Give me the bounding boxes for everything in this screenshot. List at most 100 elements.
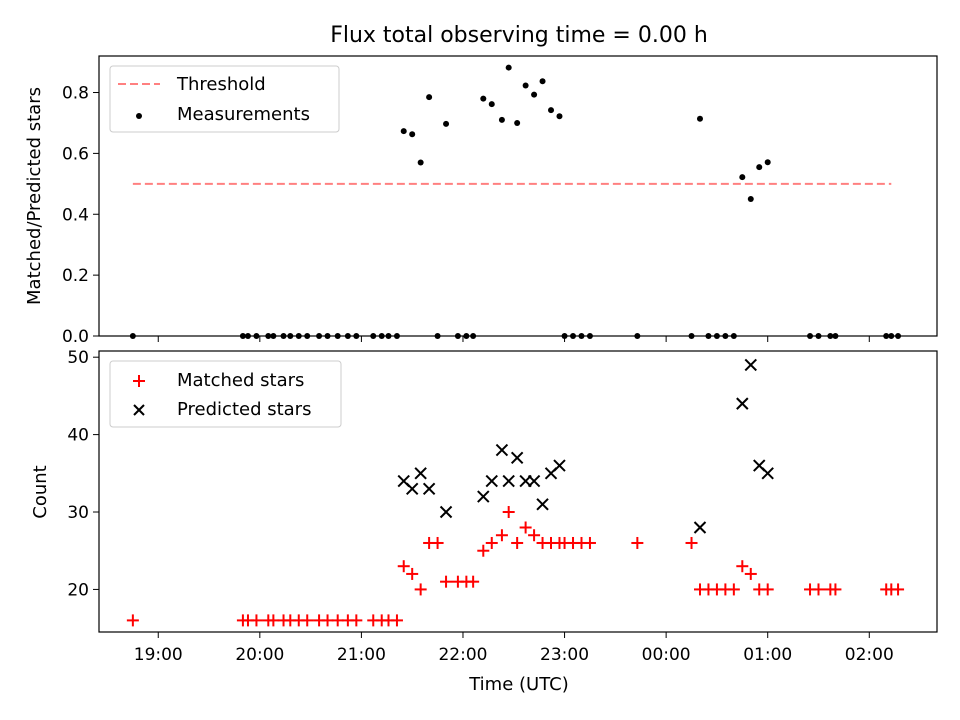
measurement-point (417, 159, 424, 166)
legend-matched-swatch (133, 375, 145, 387)
predicted-star-point (744, 358, 757, 372)
legend-measurements-swatch (136, 113, 142, 119)
legend-threshold-label: Threshold (176, 74, 266, 95)
measurement-point (522, 82, 529, 89)
matched-star-point (485, 536, 498, 549)
measurement-point (556, 113, 563, 120)
matched-star-point (301, 614, 314, 627)
predicted-star-point (527, 474, 541, 488)
predicted-star-point (477, 490, 490, 503)
matched-star-point (631, 536, 644, 549)
matched-star-point (126, 614, 139, 627)
legend-predicted-label: Predicted stars (177, 399, 311, 420)
matched-star-point (477, 544, 490, 557)
measurement-point (514, 119, 521, 126)
measurement-point (739, 174, 746, 181)
measurement-point (409, 131, 416, 138)
matched-star-point (431, 536, 444, 549)
predicted-star-point (485, 474, 498, 488)
x-tick-label: 23:00 (540, 645, 589, 665)
matched-star-point (829, 583, 842, 596)
measurement-point (400, 128, 407, 135)
matched-star-point (736, 560, 749, 573)
measurement-point (443, 120, 450, 127)
top-axes-frame (98, 55, 938, 337)
matched-star-point (744, 567, 757, 580)
x-axis-label: Time (UTC) (468, 674, 569, 695)
measurement-point (426, 94, 433, 101)
x-tick-label: 19:00 (134, 645, 183, 665)
bottom-y-tick-label: 40 (67, 426, 89, 446)
measurement-point (764, 159, 771, 166)
matched-star-point (414, 583, 427, 596)
predicted-star-point (495, 443, 509, 457)
predicted-star-point (736, 397, 749, 410)
x-tick-label: 20:00 (235, 645, 284, 665)
predicted-star-point (405, 482, 419, 495)
bottom-ticks: 20 30 40 50 19:00 20:00 21:00 22:00 23:00 00:00 01… (67, 348, 893, 665)
predicted-star-point (422, 482, 436, 495)
x-tick-label: 21:00 (337, 645, 386, 665)
bottom-y-axis-label: Count (30, 465, 51, 518)
bottom-plot-area (126, 358, 905, 627)
measurement-point (498, 116, 505, 123)
matched-star-point (390, 614, 403, 627)
measurement-point (696, 115, 703, 122)
matched-star-point (350, 614, 363, 627)
matched-star-point (519, 521, 532, 534)
measurement-point (505, 64, 512, 71)
legend-matched-label: Matched stars (177, 370, 304, 391)
measurement-point (539, 78, 546, 85)
matched-star-point (331, 614, 344, 627)
top-legend-frame (109, 65, 340, 133)
chart-title: Flux total observing time = 0.00 h (330, 23, 708, 48)
measurement-point (747, 196, 754, 203)
measurement-point (488, 101, 495, 108)
matched-star-point (511, 536, 524, 549)
top-ticks: 0.0 0.2 0.4 0.6 0.8 (62, 84, 870, 347)
top-axes: 0.00.20.40.60.8 Matched/Predicted stars … (24, 55, 938, 347)
matched-star-point (495, 529, 508, 542)
matched-star-point (727, 583, 740, 596)
measurement-point (756, 164, 763, 171)
bottom-axes-frame (98, 350, 938, 633)
top-plot-area (129, 64, 902, 339)
matched-star-point (440, 575, 453, 588)
predicted-star-point (414, 467, 427, 480)
top-y-tick-label: 0.6 (62, 144, 89, 164)
predicted-star-point (693, 521, 707, 534)
matched-star-point (892, 583, 905, 596)
matched-star-point (528, 529, 541, 542)
legend-predicted-swatch (133, 404, 145, 416)
x-tick-label: 02:00 (845, 645, 894, 665)
top-y-tick-label: 0.4 (62, 205, 89, 225)
legend-measurements-label: Measurements (177, 104, 310, 125)
top-legend: Threshold Measurements (109, 65, 340, 133)
matched-star-point (267, 614, 280, 627)
bottom-y-tick-label: 30 (67, 503, 89, 523)
predicted-star-point (510, 451, 524, 465)
matched-star-point (761, 583, 774, 596)
matched-star-point (250, 614, 263, 627)
top-y-tick-label: 0.8 (62, 84, 89, 104)
top-y-tick-label: 0.0 (62, 327, 89, 347)
predicted-star-point (761, 467, 774, 480)
bottom-y-tick-label: 20 (67, 580, 89, 600)
matched-star-point (502, 506, 515, 519)
matched-star-point (467, 575, 480, 588)
measurement-point (480, 95, 487, 102)
matched-star-point (397, 560, 410, 573)
top-y-tick-label: 0.2 (62, 266, 89, 286)
x-tick-label: 22:00 (438, 645, 487, 665)
matched-star-point (583, 536, 596, 549)
bottom-legend-frame (109, 360, 342, 428)
matched-star-point (685, 536, 698, 549)
bottom-axes: 20 30 40 50 19:00 20:00 21:00 22:00 23:00 00:00 01… (30, 348, 938, 695)
predicted-star-point (439, 505, 453, 519)
matched-star-point (321, 614, 334, 627)
measurement-point (531, 91, 538, 98)
x-tick-label: 01:00 (743, 645, 792, 665)
predicted-star-point (553, 459, 566, 472)
matched-star-point (812, 583, 825, 596)
